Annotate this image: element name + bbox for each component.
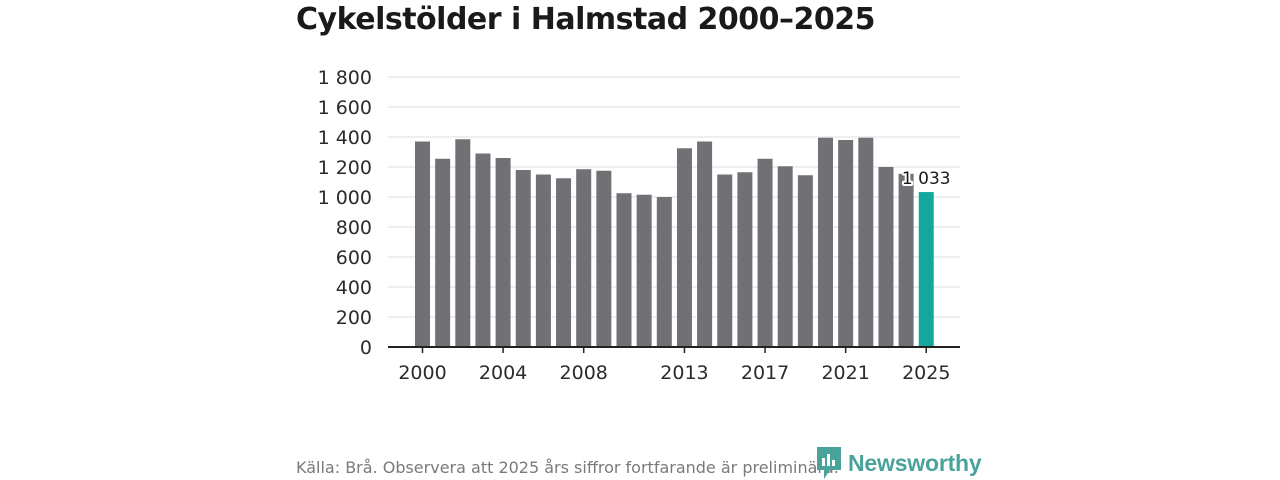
bar-2021: [838, 140, 854, 347]
bar-2010: [616, 193, 632, 347]
data-labels: 1 033: [900, 167, 953, 191]
x-axis-ticks: 2000 2004 2008 2013 2017 2021 2025: [398, 347, 950, 384]
bar-2024: [898, 173, 914, 347]
bar-2000: [415, 141, 430, 347]
bar-2007: [556, 178, 572, 347]
bar-2004: [495, 158, 511, 347]
bar-2012: [656, 197, 672, 347]
bar-2023: [878, 167, 894, 347]
bar-2016: [737, 172, 753, 347]
y-tick-label: 1 000: [318, 187, 372, 209]
y-tick-label: 800: [336, 217, 372, 239]
bars: [415, 137, 934, 347]
bar-2015: [717, 174, 733, 347]
x-tick-label: 2017: [741, 362, 789, 384]
bar-2001: [435, 158, 451, 347]
y-tick-label: 0: [360, 337, 372, 359]
x-tick-label: 2013: [660, 362, 708, 384]
x-tick-label: 2000: [398, 362, 446, 384]
bar-2020: [818, 137, 833, 347]
x-tick-label: 2008: [560, 362, 608, 384]
bar-2005: [515, 170, 531, 347]
chart-title: Cykelstölder i Halmstad 2000–2025: [296, 2, 875, 37]
y-tick-label: 1 800: [318, 67, 372, 89]
bar-2002: [455, 139, 471, 347]
bar-2022: [858, 137, 874, 347]
newsworthy-logo-icon: [817, 447, 841, 479]
newsworthy-logo-text: Newsworthy: [848, 449, 982, 476]
bar-2019: [797, 175, 813, 347]
y-tick-label: 200: [336, 307, 372, 329]
bar-2014: [697, 141, 713, 347]
y-tick-label: 400: [336, 277, 372, 299]
y-tick-label: 1 600: [318, 97, 372, 119]
bar-2008: [576, 169, 592, 347]
newsworthy-logo: Newsworthy: [816, 446, 982, 480]
bar-2006: [535, 174, 551, 347]
y-tick-label: 600: [336, 247, 372, 269]
bar-2011: [636, 194, 652, 347]
source-note: Källa: Brå. Observera att 2025 års siffr…: [296, 458, 839, 477]
y-tick-label: 1 200: [318, 157, 372, 179]
bar-highlight-2025: [918, 192, 934, 347]
bar-2018: [777, 166, 793, 347]
gridlines: [388, 76, 960, 318]
x-tick-label: 2025: [902, 362, 950, 384]
y-tick-label: 1 400: [318, 127, 372, 149]
bar-2009: [596, 170, 612, 347]
bar-2013: [676, 148, 692, 347]
bar-2003: [475, 153, 491, 347]
data-label-2025: 1 033: [902, 169, 951, 189]
x-tick-label: 2021: [821, 362, 869, 384]
y-axis-tick-labels: 0 200 400 600 800 1 000 1 200 1 400 1 600 1 800: [318, 67, 372, 359]
x-tick-label: 2004: [479, 362, 527, 384]
bar-2017: [757, 158, 773, 347]
